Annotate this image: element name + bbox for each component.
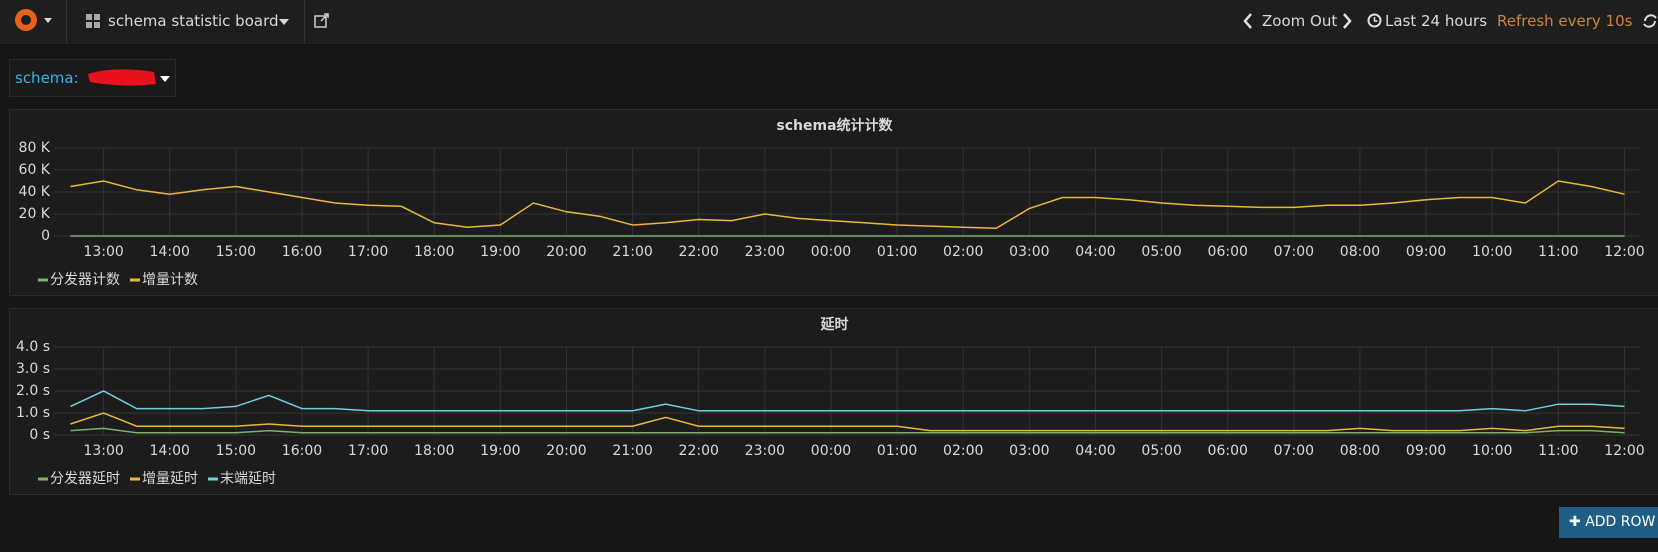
legend-label: 分发器延时 [50, 471, 120, 487]
legend-label: 末端延时 [220, 471, 276, 487]
y-tick-label: 3.0 s [16, 361, 50, 377]
x-tick-label: 05:00 [1141, 443, 1181, 459]
x-tick-label: 12:00 [1604, 443, 1644, 459]
series-line [70, 180, 1625, 230]
x-tick-label: 17:00 [348, 443, 388, 459]
variable-value [88, 69, 170, 86]
zoom-next[interactable] [1342, 13, 1352, 29]
x-tick-label: 14:00 [150, 443, 190, 459]
x-tick-label: 16:00 [282, 443, 322, 459]
clock-icon [1367, 13, 1382, 28]
variable-picker[interactable]: schema: [9, 59, 176, 97]
logo[interactable] [12, 6, 62, 36]
caret [279, 19, 289, 25]
chart: schema统计计数 0 20 K 40 K 60 K 80 K 13:00 14:00 15:… [19, 117, 1645, 288]
series-line [70, 390, 1625, 412]
x-tick-label: 20:00 [546, 244, 586, 260]
y-tick-label: 20 K [19, 206, 51, 222]
x-tick-label: 05:00 [1141, 244, 1181, 260]
zoom-out[interactable]: Zoom Out [1262, 12, 1338, 30]
x-tick-label: 13:00 [83, 244, 123, 260]
x-tick-label: 01:00 [877, 443, 917, 459]
zoom-prev[interactable] [1243, 13, 1253, 29]
x-tick-label: 02:00 [943, 244, 983, 260]
x-tick-label: 06:00 [1208, 244, 1248, 260]
dashboard-title[interactable]: schema statistic board [108, 12, 279, 30]
refresh[interactable]: Refresh every 10s [1497, 12, 1633, 30]
refresh-icon[interactable] [1642, 12, 1658, 30]
y-tick-label: 4.0 s [16, 339, 50, 355]
time-range[interactable]: Last 24 hours [1385, 12, 1488, 30]
x-tick-label: 11:00 [1538, 443, 1578, 459]
add-row-label: ADD ROW [1585, 514, 1656, 530]
x-tick-label: 23:00 [745, 443, 785, 459]
panel: 延时 0 s 1.0 s 2.0 s 3.0 s 4.0 s 13:00 14:00 15:00… [9, 308, 1658, 495]
panel: schema统计计数 0 20 K 40 K 60 K 80 K 13:00 14:00 15:… [9, 109, 1658, 296]
chart: 延时 0 s 1.0 s 2.0 s 3.0 s 4.0 s 13:00 14:00 15:00… [16, 316, 1645, 487]
chart-title: schema统计计数 [776, 117, 893, 134]
x-tick-label: 04:00 [1075, 244, 1115, 260]
x-tick-label: 03:00 [1009, 443, 1049, 459]
x-tick-label: 02:00 [943, 443, 983, 459]
x-tick-label: 22:00 [679, 443, 719, 459]
series-line [70, 427, 1625, 434]
x-tick-label: 00:00 [811, 443, 851, 459]
x-tick-label: 15:00 [216, 244, 256, 260]
legend-label: 分发器计数 [50, 272, 120, 288]
x-tick-label: 22:00 [679, 244, 719, 260]
x-tick-label: 12:00 [1604, 244, 1644, 260]
x-tick-label: 06:00 [1208, 443, 1248, 459]
x-tick-label: 14:00 [150, 244, 190, 260]
x-tick-label: 17:00 [348, 244, 388, 260]
x-tick-label: 13:00 [83, 443, 123, 459]
x-tick-label: 20:00 [546, 443, 586, 459]
x-tick-label: 19:00 [480, 244, 520, 260]
x-tick-label: 21:00 [612, 244, 652, 260]
series-line [70, 412, 1625, 432]
x-tick-label: 11:00 [1538, 244, 1578, 260]
x-tick-label: 08:00 [1340, 443, 1380, 459]
x-tick-label: 21:00 [612, 443, 652, 459]
y-tick-label: 60 K [19, 162, 51, 178]
legend-label: 增量延时 [142, 471, 198, 487]
navbar: schema statistic board Zoom Out Last 24 … [0, 0, 1658, 45]
x-tick-label: 18:00 [414, 443, 454, 459]
y-tick-label: 40 K [19, 184, 51, 200]
x-tick-label: 03:00 [1009, 244, 1049, 260]
y-tick-label: 1.0 s [16, 405, 50, 421]
legend-label: 增量计数 [142, 272, 198, 288]
x-tick-label: 10:00 [1472, 443, 1512, 459]
x-tick-label: 08:00 [1340, 244, 1380, 260]
x-tick-label: 18:00 [414, 244, 454, 260]
x-tick-label: 16:00 [282, 244, 322, 260]
share-icon[interactable] [314, 12, 330, 28]
x-tick-label: 00:00 [811, 244, 851, 260]
x-tick-label: 07:00 [1274, 443, 1314, 459]
add-row-button[interactable]: ✚ ADD ROW [1559, 507, 1658, 538]
y-tick-label: 0 s [29, 427, 50, 443]
x-tick-label: 01:00 [877, 244, 917, 260]
x-tick-label: 09:00 [1406, 244, 1446, 260]
x-tick-label: 07:00 [1274, 244, 1314, 260]
x-tick-label: 10:00 [1472, 244, 1512, 260]
y-tick-label: 80 K [19, 140, 51, 156]
dashboard-icon [86, 14, 100, 28]
y-tick-label: 0 [41, 228, 50, 244]
x-tick-label: 19:00 [480, 443, 520, 459]
chart-title: 延时 [820, 316, 849, 333]
variable-label: schema: [15, 69, 79, 87]
x-tick-label: 09:00 [1406, 443, 1446, 459]
y-tick-label: 2.0 s [16, 383, 50, 399]
x-tick-label: 04:00 [1075, 443, 1115, 459]
x-tick-label: 15:00 [216, 443, 256, 459]
x-tick-label: 23:00 [745, 244, 785, 260]
